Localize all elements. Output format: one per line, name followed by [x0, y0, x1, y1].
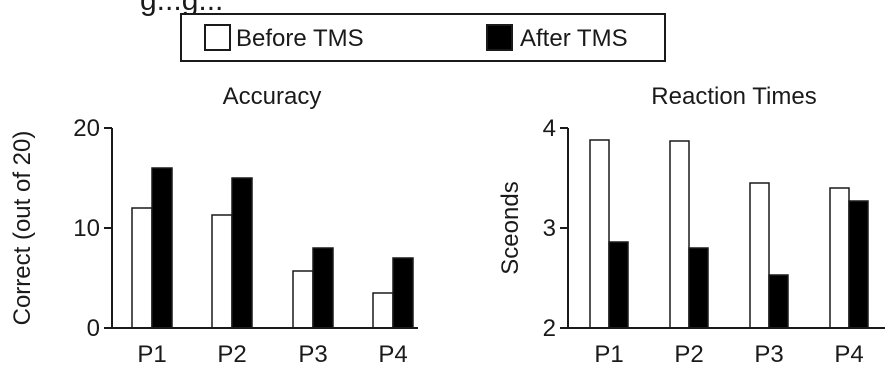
x-tick-labels: P1 P2 P3 P4 — [594, 341, 863, 366]
bar-before-p1 — [131, 207, 153, 329]
bar-after-p1 — [151, 167, 173, 329]
legend-label-before: Before TMS — [236, 25, 364, 52]
legend-frame — [180, 13, 666, 62]
x-tick-label: P4 — [834, 341, 863, 366]
y-tick-label: 20 — [73, 115, 100, 142]
bar-before-p4 — [829, 187, 850, 329]
legend-label-after: After TMS — [520, 25, 628, 52]
cut-heading: g...g... — [140, 0, 223, 17]
y-axis-label: Correct (out of 20) — [9, 131, 36, 326]
y-tick-label: 3 — [543, 215, 556, 242]
bars — [131, 167, 414, 329]
y-axis-label: Sceonds — [497, 181, 524, 274]
bars — [589, 139, 869, 329]
bar-before-p3 — [749, 182, 770, 329]
x-tick-label: P1 — [594, 341, 623, 366]
bar-before-p3 — [292, 270, 314, 329]
x-tick-label: P1 — [137, 341, 166, 366]
x-tick-labels: P1 P2 P3 P4 — [137, 341, 407, 366]
legend: Before TMS After TMS — [180, 13, 666, 62]
y-tick-label: 2 — [543, 315, 556, 342]
bar-after-p3 — [312, 247, 334, 329]
bar-before-p4 — [372, 292, 394, 329]
bar-after-p3 — [768, 274, 789, 329]
legend-swatch-after — [486, 24, 513, 51]
reaction-times-chart: Reaction Times Sceonds 2 3 4 P1 P2 P3 P4 — [497, 83, 885, 366]
y-tick-label: 0 — [87, 315, 100, 342]
bar-before-p2 — [669, 140, 690, 329]
x-tick-label: P2 — [674, 341, 703, 366]
bar-after-p2 — [688, 247, 709, 329]
y-tick-labels: 0 10 20 — [73, 115, 112, 342]
bar-after-p1 — [608, 241, 629, 329]
bar-after-p2 — [231, 177, 253, 329]
chart-title: Reaction Times — [651, 83, 816, 110]
bar-after-p4 — [392, 257, 414, 329]
y-tick-label: 4 — [543, 115, 556, 142]
x-tick-label: P3 — [298, 341, 327, 366]
bar-before-p1 — [589, 139, 610, 329]
x-tick-label: P4 — [378, 341, 407, 366]
bar-before-p2 — [211, 214, 233, 329]
chart-title: Accuracy — [223, 83, 322, 110]
x-tick-label: P2 — [217, 341, 246, 366]
x-tick-label: P3 — [754, 341, 783, 366]
legend-swatch-before — [204, 24, 231, 51]
bar-after-p4 — [848, 200, 869, 329]
y-tick-label: 10 — [73, 215, 100, 242]
y-tick-labels: 2 3 4 — [543, 115, 568, 342]
